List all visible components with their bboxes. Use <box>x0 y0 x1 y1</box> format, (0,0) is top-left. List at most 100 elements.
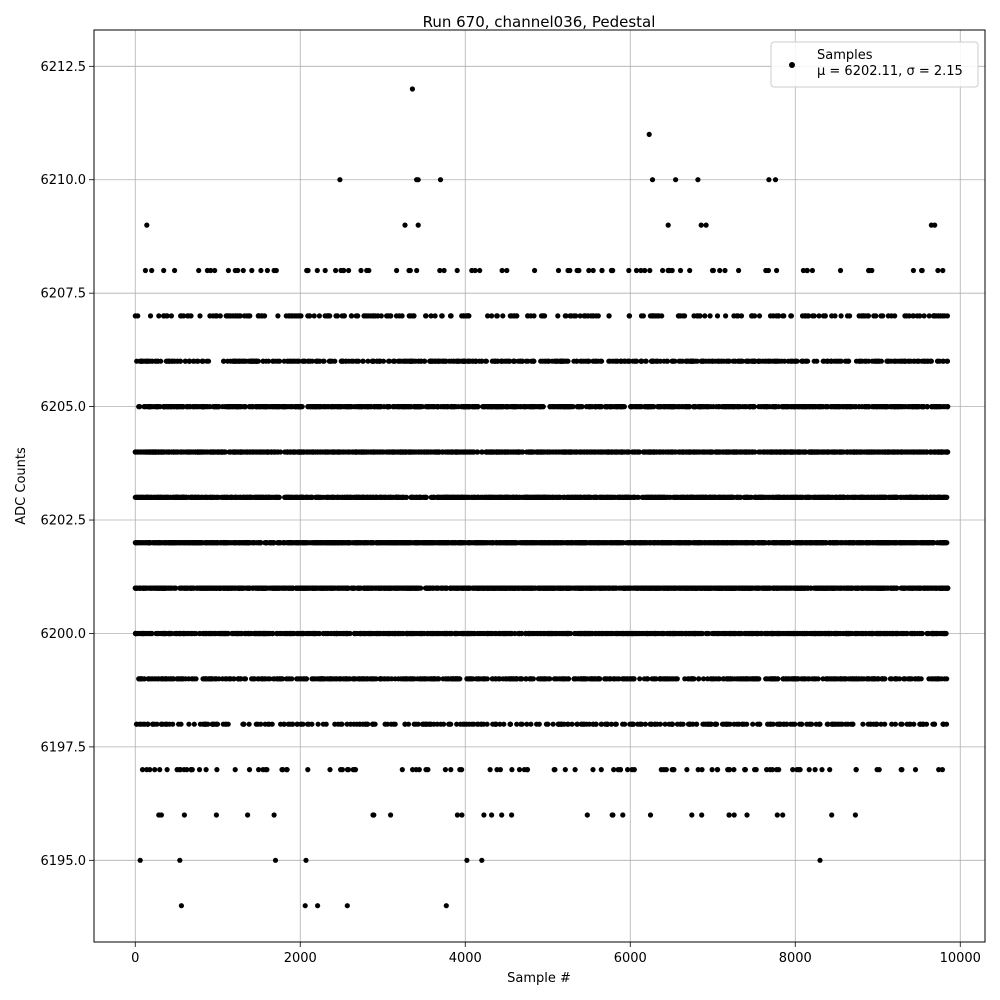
data-point <box>750 630 756 637</box>
data-point <box>849 676 855 682</box>
data-point <box>392 676 398 682</box>
data-point <box>550 721 556 727</box>
data-point <box>492 721 498 727</box>
data-point <box>713 676 719 682</box>
data-point <box>398 676 404 682</box>
data-point <box>420 721 426 727</box>
data-point <box>297 585 303 591</box>
data-point <box>893 676 899 682</box>
data-point <box>411 630 417 637</box>
data-point <box>681 540 687 546</box>
data-point <box>591 585 597 591</box>
data-point <box>582 630 588 637</box>
data-point <box>410 767 416 773</box>
data-point <box>880 676 886 682</box>
data-point <box>201 721 207 727</box>
data-point <box>744 721 750 727</box>
data-point <box>668 676 674 682</box>
data-point <box>593 630 599 637</box>
data-point <box>444 585 450 591</box>
data-point <box>690 585 696 591</box>
data-point <box>887 676 894 682</box>
data-point <box>695 767 701 773</box>
data-point <box>408 585 415 591</box>
data-point <box>140 630 146 637</box>
data-point <box>210 721 216 727</box>
data-point <box>176 721 182 727</box>
data-point <box>800 676 806 682</box>
data-point <box>635 721 641 727</box>
data-point <box>284 767 290 773</box>
data-point <box>620 812 626 818</box>
data-point <box>368 676 374 682</box>
data-point <box>478 721 484 727</box>
data-point <box>304 585 310 591</box>
data-point <box>572 767 578 773</box>
data-point <box>551 767 557 773</box>
data-point <box>742 676 749 682</box>
data-point <box>694 721 700 727</box>
data-point <box>523 676 529 682</box>
data-point <box>880 630 886 637</box>
data-point <box>509 630 515 637</box>
data-point <box>133 585 139 591</box>
data-point <box>621 585 627 591</box>
data-point <box>644 630 650 637</box>
data-point <box>145 721 151 727</box>
data-point <box>487 767 493 773</box>
data-point <box>378 676 385 682</box>
data-point <box>912 767 919 773</box>
data-point <box>162 676 168 682</box>
data-point <box>779 585 786 591</box>
data-point <box>306 721 312 727</box>
data-point <box>908 585 914 591</box>
data-point <box>567 630 574 637</box>
data-point <box>216 676 222 682</box>
grid-lines <box>94 30 985 942</box>
data-point <box>416 585 422 591</box>
data-point <box>827 767 833 773</box>
data-point <box>320 721 326 727</box>
data-point <box>253 721 259 727</box>
data-point <box>731 767 737 773</box>
data-point <box>377 585 383 591</box>
data-point <box>347 630 353 637</box>
data-point <box>704 630 710 637</box>
data-point <box>580 676 587 682</box>
data-point <box>724 630 730 637</box>
data-point <box>535 676 542 682</box>
data-point <box>219 676 226 682</box>
data-point <box>700 676 707 682</box>
data-point <box>523 630 529 637</box>
data-point <box>468 630 474 637</box>
data-point <box>256 767 262 773</box>
data-point <box>672 630 678 637</box>
data-point <box>687 721 693 727</box>
data-point <box>774 812 780 818</box>
data-point <box>429 585 435 591</box>
data-point <box>556 630 563 637</box>
data-point <box>682 585 688 591</box>
data-point <box>360 721 366 727</box>
data-point <box>150 721 156 727</box>
data-point <box>569 721 575 727</box>
data-point <box>381 630 387 637</box>
data-point <box>845 630 852 637</box>
data-point <box>920 721 926 727</box>
data-point <box>445 630 451 637</box>
data-point <box>620 721 626 727</box>
data-point <box>190 676 196 682</box>
data-point <box>930 721 936 727</box>
data-point <box>454 676 460 682</box>
data-point <box>241 721 247 727</box>
data-point <box>870 630 876 637</box>
data-point <box>603 676 609 682</box>
data-point <box>530 676 537 682</box>
data-point <box>345 767 352 773</box>
data-point <box>623 676 629 682</box>
data-point <box>445 676 451 682</box>
data-point <box>631 767 637 773</box>
data-point <box>654 721 660 727</box>
data-point <box>354 721 360 727</box>
data-point <box>932 676 938 682</box>
